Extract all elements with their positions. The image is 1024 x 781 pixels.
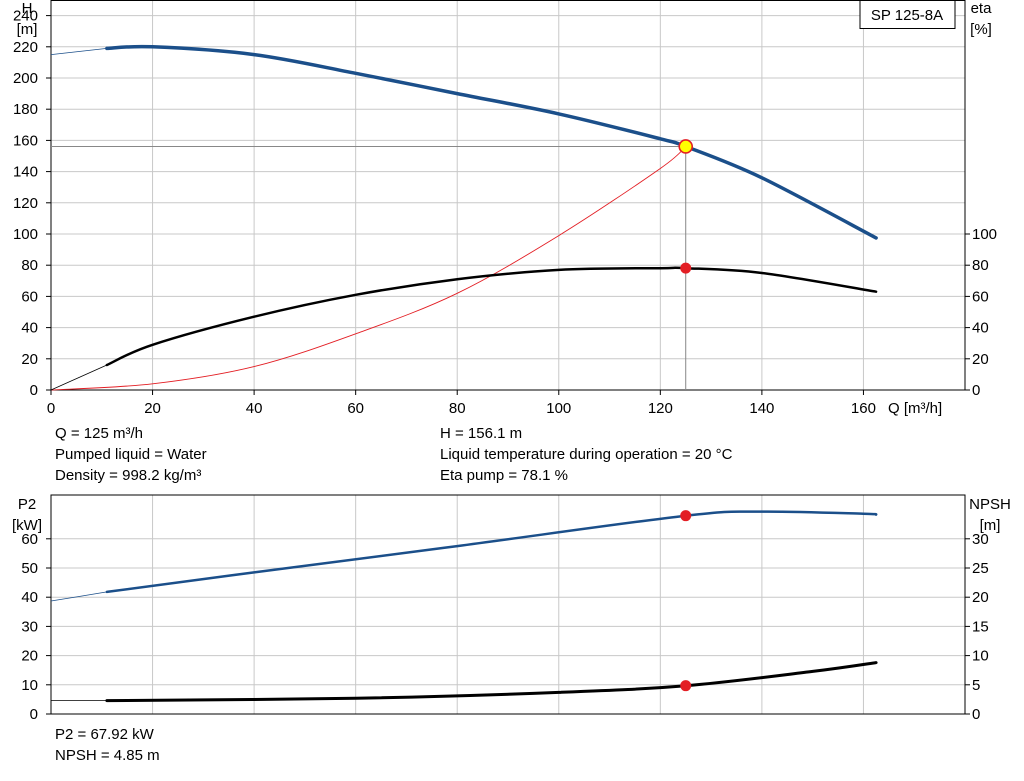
p2-tick-label: 60 — [21, 531, 38, 548]
eta-curve — [105, 266, 878, 367]
npsh-tick-label: 15 — [972, 618, 989, 635]
h-tick-label: 200 — [13, 70, 38, 87]
q-tick-label: 40 — [246, 400, 263, 417]
p2-curve-extension — [50, 591, 107, 602]
q-tick-label: 20 — [144, 400, 161, 417]
info-left-top: Q = 125 m³/h Pumped liquid = Water Densi… — [55, 423, 207, 486]
top-plot-frame — [50, 0, 966, 391]
npsh-tick-label: 25 — [972, 560, 989, 577]
q-tick-label: 80 — [449, 400, 466, 417]
eta-tick-label: 80 — [972, 257, 989, 274]
q-tick-label: 160 — [851, 400, 876, 417]
density-readout: Density = 998.2 kg/m³ — [55, 467, 202, 484]
h-tick-label: 40 — [21, 320, 38, 337]
p2-tick-label: 0 — [30, 706, 38, 723]
liquid-readout: Pumped liquid = Water — [55, 446, 207, 463]
temperature-readout: Liquid temperature during operation = 20… — [440, 446, 733, 463]
npsh-curve — [105, 661, 878, 703]
q-axis-label: Q [m³/h] — [888, 400, 942, 417]
bottom-grid — [50, 494, 966, 715]
npsh-tick-label: 30 — [972, 531, 989, 548]
p2-curve — [105, 510, 878, 594]
info-right-top: H = 156.1 m Liquid temperature during op… — [440, 423, 732, 486]
top-grid — [50, 0, 966, 391]
h-axis-label: H — [22, 0, 33, 17]
eta-tick-label: 20 — [972, 351, 989, 368]
h-tick-label: 80 — [21, 257, 38, 274]
p2-readout: P2 = 67.92 kW — [55, 726, 154, 743]
npsh-readout: NPSH = 4.85 m — [55, 747, 160, 764]
head-readout: H = 156.1 m — [440, 425, 523, 442]
h-tick-label: 240 — [13, 8, 38, 25]
h-tick-label: 100 — [13, 226, 38, 243]
eta-curve-extension — [50, 364, 108, 391]
q-tick-label: 140 — [749, 400, 774, 417]
duty-point-marker — [678, 139, 694, 154]
info-bottom: P2 = 67.92 kW NPSH = 4.85 m — [55, 724, 160, 766]
model-label-box — [859, 0, 956, 29]
q-tick-label: 120 — [648, 400, 673, 417]
flow-readout: Q = 125 m³/h — [55, 425, 143, 442]
p2-tick-label: 50 — [21, 560, 38, 577]
eta-tick-label: 60 — [972, 288, 989, 305]
h-axis-unit: [m] — [17, 21, 38, 38]
bottom-plot-frame — [50, 494, 966, 715]
axis-labels: 0204060801001201401601802002202400204060… — [12, 0, 1011, 723]
h-tick-label: 120 — [13, 195, 38, 212]
npsh-axis-unit: [m] — [980, 517, 1001, 534]
eta-tick-label: 0 — [972, 382, 980, 399]
h-tick-label: 140 — [13, 164, 38, 181]
head-curve — [105, 44, 878, 240]
h-tick-label: 20 — [21, 351, 38, 368]
eta-tick-label: 100 — [972, 226, 997, 243]
p2-axis-label: P2 — [18, 496, 36, 513]
eta-axis-label: eta — [971, 0, 993, 17]
eta-readout: Eta pump = 78.1 % — [440, 467, 568, 484]
eta-tick-label: 40 — [972, 320, 989, 337]
p2-tick-label: 30 — [21, 618, 38, 635]
system-curve — [50, 146, 687, 391]
p2-duty-marker — [680, 510, 692, 522]
p2-axis-unit: [kW] — [12, 517, 42, 534]
eta-duty-marker — [680, 262, 692, 274]
h-tick-label: 220 — [13, 39, 38, 56]
npsh-duty-marker — [680, 680, 692, 692]
p2-tick-label: 40 — [21, 589, 38, 606]
q-tick-label: 0 — [47, 400, 55, 417]
h-tick-label: 180 — [13, 101, 38, 118]
h-tick-label: 60 — [21, 288, 38, 305]
h-tick-label: 160 — [13, 132, 38, 149]
h-tick-label: 0 — [30, 382, 38, 399]
head-curve-extension — [50, 48, 107, 55]
q-tick-label: 100 — [546, 400, 571, 417]
npsh-tick-label: 20 — [972, 589, 989, 606]
model-label: SP 125-8A — [871, 7, 943, 24]
p2-tick-label: 20 — [21, 648, 38, 665]
npsh-axis-label: NPSH — [969, 496, 1011, 513]
npsh-tick-label: 10 — [972, 648, 989, 665]
npsh-tick-label: 0 — [972, 706, 980, 723]
npsh-tick-label: 5 — [972, 677, 980, 694]
curves — [50, 44, 878, 703]
p2-tick-label: 10 — [21, 677, 38, 694]
eta-axis-unit: [%] — [970, 21, 992, 38]
q-tick-label: 60 — [347, 400, 364, 417]
